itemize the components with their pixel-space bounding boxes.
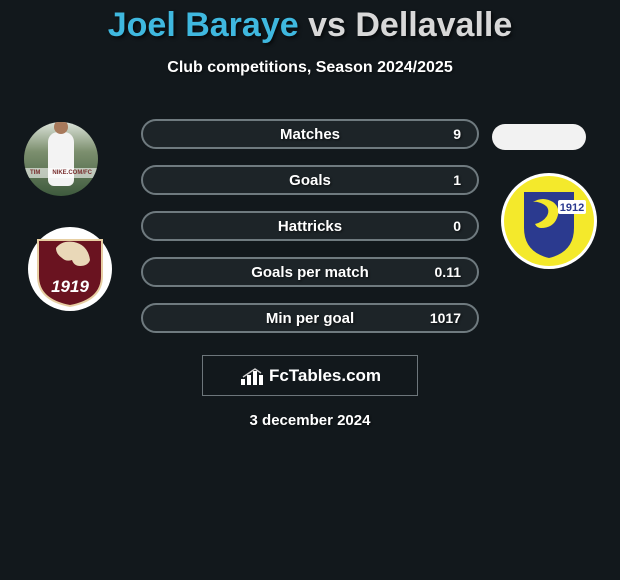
stat-value: 0 [453, 218, 461, 234]
stat-row: Goals 1 [141, 165, 479, 195]
stat-label: Matches [280, 126, 340, 143]
banner-left-text: TIM [30, 170, 40, 176]
page-title: Joel Baraye vs Dellavalle [0, 0, 620, 45]
stat-value: 0.11 [435, 264, 461, 280]
player1-name: Joel Baraye [108, 6, 299, 44]
vs-text: vs [308, 6, 346, 44]
stat-label: Min per goal [266, 310, 354, 327]
player1-avatar: TIM NIKE.COM/FC [24, 122, 98, 196]
stat-row: Goals per match 0.11 [141, 257, 479, 287]
bar-chart-icon [239, 366, 265, 386]
stat-row: Hattricks 0 [141, 211, 479, 241]
stat-value: 1 [453, 172, 461, 188]
banner-right-text: NIKE.COM/FC [52, 170, 92, 176]
date-text: 3 december 2024 [0, 412, 620, 429]
player2-avatar [492, 124, 586, 150]
player2-name: Dellavalle [355, 6, 512, 44]
stat-value: 1017 [430, 310, 461, 326]
subtitle: Club competitions, Season 2024/2025 [0, 59, 620, 77]
stat-label: Hattricks [278, 218, 342, 235]
team1-crest: 1919 [20, 226, 120, 312]
stat-row: Matches 9 [141, 119, 479, 149]
fctables-brand: FcTables.com [202, 355, 418, 396]
avatar-banner: TIM NIKE.COM/FC [24, 168, 98, 178]
stat-row: Min per goal 1017 [141, 303, 479, 333]
team2-year: 1912 [560, 202, 584, 214]
brand-text: FcTables.com [269, 366, 381, 386]
stat-label: Goals per match [251, 264, 369, 281]
stat-value: 9 [453, 126, 461, 142]
team1-year: 1919 [51, 277, 89, 296]
team2-crest: 1912 [500, 172, 598, 270]
stat-label: Goals [289, 172, 331, 189]
